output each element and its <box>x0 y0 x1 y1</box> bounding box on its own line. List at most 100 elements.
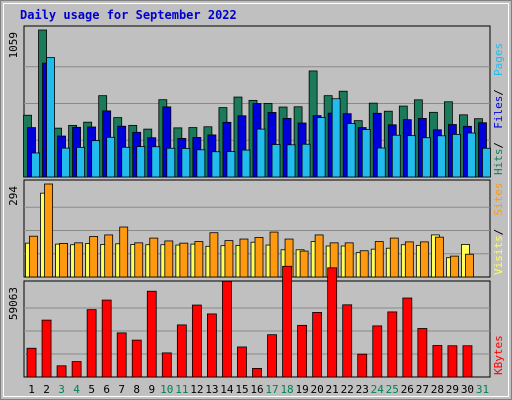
bar-kbytes-day-9 <box>146 290 157 378</box>
bar-sites-day-5 <box>89 236 99 278</box>
legend-separator: / <box>492 89 505 96</box>
bar-kbytes-day-22 <box>342 304 353 378</box>
bar-sites-day-25 <box>389 237 399 278</box>
day-axis-labels: 1 2 3 4 5 6 7 8 9 10 11 12 13 14 15 16 17 18 19 20 21 22 23 24 2… <box>28 383 489 396</box>
legend-sites: Sites <box>492 182 505 215</box>
bar-sites-day-15 <box>239 238 249 278</box>
bar-kbytes-day-7 <box>116 332 127 378</box>
day-label-24: 24 <box>371 383 385 396</box>
day-label-25: 25 <box>386 383 399 396</box>
panel-hits-files-pages: 1059 Hits / Files / Pages <box>7 25 505 178</box>
bar-sites-day-27 <box>419 241 429 278</box>
bar-pages-day-11 <box>181 148 191 178</box>
legend-files: Files <box>492 96 505 129</box>
panel-max-label: 294 <box>7 186 20 206</box>
legend-hits: Hits <box>492 149 505 176</box>
bar-kbytes-day-5 <box>86 309 97 378</box>
legend-pages: Pages <box>492 43 505 76</box>
day-label-15: 15 <box>235 383 248 396</box>
panel-max-label: 59063 <box>7 287 20 320</box>
panel-kbytes: 59063 KBytes <box>7 265 505 378</box>
day-label-26: 26 <box>401 383 414 396</box>
bar-pages-day-27 <box>421 137 431 178</box>
bar-kbytes-day-20 <box>312 312 323 378</box>
bar-sites-day-1 <box>29 235 38 278</box>
chart-title: Daily usage for September 2022 <box>20 8 237 22</box>
panel-visits-sites: 294 Visits / Sites <box>7 179 505 278</box>
series-kbytes <box>26 265 473 378</box>
day-label-11: 11 <box>175 383 188 396</box>
bar-sites-day-20 <box>314 234 324 278</box>
bar-sites-day-30 <box>465 253 474 278</box>
day-label-17: 17 <box>265 383 278 396</box>
bar-pages-day-12 <box>196 149 206 178</box>
day-label-19: 19 <box>295 383 308 396</box>
day-label-20: 20 <box>311 383 324 396</box>
bar-pages-day-13 <box>211 151 221 178</box>
bar-pages-day-9 <box>151 146 161 178</box>
bar-sites-day-4 <box>74 242 84 278</box>
day-label-21: 21 <box>326 383 339 396</box>
bar-pages-day-23 <box>361 129 371 178</box>
bar-kbytes-day-27 <box>417 328 428 378</box>
bar-kbytes-day-6 <box>101 299 112 378</box>
bar-pages-day-22 <box>346 123 356 178</box>
day-label-7: 7 <box>118 383 125 396</box>
day-label-9: 9 <box>148 383 155 396</box>
bar-sites-day-29 <box>450 255 459 278</box>
bar-kbytes-day-11 <box>176 324 187 378</box>
legend-separator: / <box>492 142 505 149</box>
day-label-22: 22 <box>341 383 354 396</box>
bar-kbytes-day-16 <box>252 368 262 378</box>
bar-kbytes-day-29 <box>447 345 458 378</box>
bar-sites-day-11 <box>179 242 189 278</box>
day-label-5: 5 <box>88 383 95 396</box>
bar-pages-day-6 <box>106 136 116 178</box>
bar-sites-day-23 <box>359 250 369 278</box>
bar-pages-day-30 <box>467 132 476 178</box>
bar-kbytes-day-3 <box>56 365 67 378</box>
bar-pages-day-16 <box>256 128 266 178</box>
day-label-31: 31 <box>476 383 489 396</box>
chart-panels: 1059 Hits / Files / Pages 294 Visits / Site… <box>7 25 505 378</box>
bar-kbytes-day-23 <box>357 353 368 378</box>
bar-sites-day-10 <box>164 240 174 278</box>
day-label-14: 14 <box>220 383 234 396</box>
day-label-28: 28 <box>431 383 444 396</box>
bar-kbytes-day-19 <box>297 324 307 378</box>
day-label-18: 18 <box>280 383 293 396</box>
day-label-16: 16 <box>250 383 263 396</box>
bar-pages-day-10 <box>166 147 176 178</box>
bar-kbytes-day-15 <box>237 346 247 378</box>
bar-pages-day-17 <box>271 144 281 178</box>
bar-kbytes-day-10 <box>161 352 172 378</box>
bar-kbytes-day-17 <box>267 334 277 378</box>
bar-pages-day-28 <box>436 135 446 178</box>
series-sites <box>29 183 474 278</box>
bar-pages-day-14 <box>226 151 236 178</box>
bar-kbytes-day-12 <box>191 304 202 378</box>
bar-pages-day-20 <box>316 117 326 178</box>
legend-separator: / <box>492 229 505 236</box>
bar-pages-day-15 <box>241 149 251 178</box>
bar-pages-day-3 <box>61 147 70 178</box>
bar-sites-day-28 <box>434 236 444 278</box>
chart-inner-border <box>3 3 509 397</box>
bar-kbytes-day-1 <box>26 347 37 378</box>
bar-sites-day-14 <box>224 240 234 278</box>
day-label-6: 6 <box>103 383 110 396</box>
bar-kbytes-day-4 <box>71 361 82 378</box>
day-label-3: 3 <box>58 383 65 396</box>
bar-kbytes-day-8 <box>131 339 142 378</box>
bar-sites-day-17 <box>269 231 279 278</box>
bar-kbytes-day-26 <box>402 297 413 378</box>
bar-kbytes-day-30 <box>462 345 473 378</box>
bar-pages-day-19 <box>301 143 311 178</box>
day-label-27: 27 <box>416 383 429 396</box>
legend-visits: Visits <box>492 235 505 275</box>
bar-pages-day-2 <box>46 57 55 178</box>
bar-sites-day-19 <box>299 250 309 278</box>
day-label-2: 2 <box>43 383 50 396</box>
day-label-12: 12 <box>190 383 203 396</box>
